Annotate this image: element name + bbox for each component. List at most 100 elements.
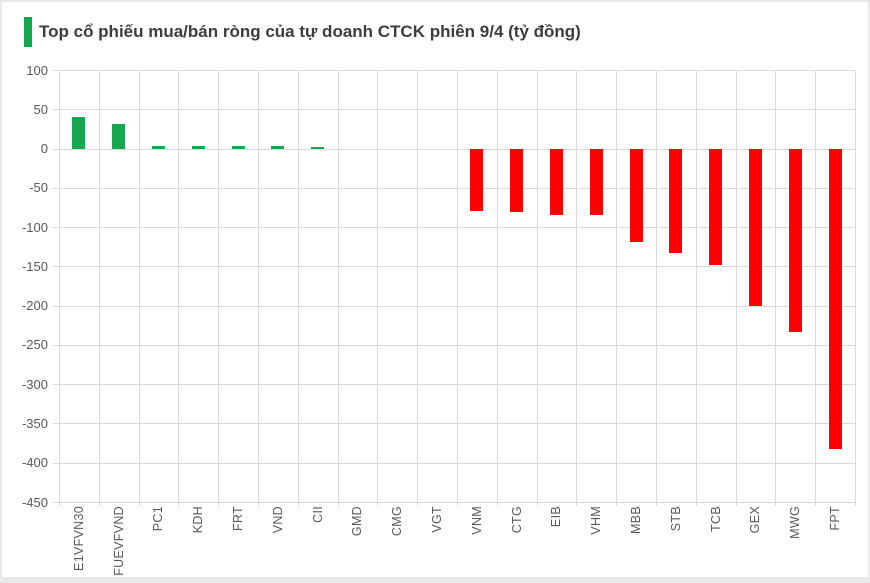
gridline-vertical (138, 70, 140, 502)
x-axis-tick (258, 502, 259, 506)
y-axis-tick-label: 50 (33, 101, 48, 117)
x-axis-category-label: KDH (191, 506, 206, 534)
y-axis-tick (53, 266, 59, 268)
x-axis-category-cell: EIB (537, 506, 577, 576)
x-axis-category-cell: CTG (497, 506, 537, 576)
x-axis-category-cell: FUEVFVND (99, 506, 139, 576)
y-axis-tick-label: -400 (21, 455, 48, 471)
gridline-vertical (855, 70, 856, 502)
gridline-vertical (218, 70, 220, 502)
y-axis-tick-label: 100 (26, 62, 48, 78)
x-axis-category-cell: GEX (736, 506, 776, 576)
x-axis-tick (98, 502, 100, 506)
gridline-vertical (98, 70, 100, 502)
x-axis-category-label: VNM (469, 506, 484, 535)
x-axis-tick (775, 502, 777, 506)
x-axis-category-label: TCB (708, 506, 723, 532)
y-axis-tick (53, 109, 59, 111)
x-axis-category-cell: STB (656, 506, 696, 576)
bar-CII (311, 146, 325, 149)
gridline-vertical (496, 70, 498, 502)
x-axis-category-label: MBB (629, 506, 644, 534)
x-axis-category-label: VHM (589, 506, 604, 535)
bar-E1VFVN30 (72, 117, 86, 149)
bar-MBB (629, 148, 643, 242)
x-axis-category-cell: TCB (696, 506, 736, 576)
bar-VHM (589, 148, 603, 215)
x-axis-tick (377, 502, 379, 506)
y-axis-tick (53, 384, 59, 386)
bar-MWG (788, 148, 802, 332)
x-axis-tick (496, 502, 498, 506)
bar-FRT (231, 146, 245, 149)
x-axis-tick (138, 502, 140, 506)
chart-header: Top cổ phiếu mua/bán ròng của tự doanh C… (24, 17, 581, 47)
x-axis-category-label: CII (310, 506, 325, 523)
x-axis-tick (536, 502, 538, 506)
x-axis-tick (457, 502, 458, 506)
gridline-vertical (178, 70, 180, 502)
gridline-vertical (297, 70, 299, 502)
y-axis-tick-label: -300 (21, 376, 48, 392)
x-axis-category-label: E1VFVN30 (71, 506, 86, 571)
x-axis-tick (695, 502, 697, 506)
x-axis-category-label: VGT (430, 506, 445, 533)
gridline-vertical (258, 70, 259, 502)
bar-KDH (191, 146, 205, 149)
x-axis-category-cell: GMD (338, 506, 378, 576)
x-axis-category-label: CTG (509, 506, 524, 534)
x-axis-tick (735, 502, 737, 506)
gridline-vertical (656, 70, 657, 502)
gridline-vertical (815, 70, 817, 502)
x-axis-category-cell: VHM (576, 506, 616, 576)
y-axis-tick-label: -250 (21, 337, 48, 353)
page-edge-bottom (0, 577, 870, 583)
x-axis-category-label: MWG (788, 506, 803, 539)
x-axis-category-label: FPT (828, 506, 843, 531)
x-axis-category-cell: VNM (457, 506, 497, 576)
bar-STB (669, 148, 683, 253)
x-axis-category-label: FRT (231, 506, 246, 531)
y-axis-tick-label: 0 (40, 141, 48, 157)
gridline-vertical (695, 70, 697, 502)
x-axis-category-cell: CII (298, 506, 338, 576)
x-axis-category-cell: FRT (218, 506, 258, 576)
x-axis-category-cell: KDH (178, 506, 218, 576)
bar-PC1 (152, 146, 165, 149)
gridline-vertical (457, 70, 458, 502)
x-axis-category-cell: MBB (616, 506, 656, 576)
x-axis-tick (656, 502, 657, 506)
gridline-vertical (536, 70, 538, 502)
x-axis-category-cell: FPT (815, 506, 855, 576)
x-axis-tick (297, 502, 299, 506)
bar-VND (271, 146, 285, 149)
y-axis-tick-label: -200 (21, 298, 48, 314)
x-axis-category-label: VND (270, 506, 285, 534)
x-axis: E1VFVN30 FUEVFVND PC1 KDH FRT VND CII GMD CMG VGT… (59, 506, 855, 576)
x-axis-category-cell: CMG (377, 506, 417, 576)
gridline-vertical (59, 70, 60, 502)
page-edge-right (868, 0, 870, 583)
plot-area (59, 70, 856, 503)
x-axis-tick (855, 502, 856, 506)
gridline-vertical (616, 70, 618, 502)
x-axis-tick (337, 502, 339, 506)
bar-VNM (470, 148, 484, 211)
x-axis-tick (576, 502, 578, 506)
page-edge-left (0, 0, 2, 583)
y-axis-tick-label: -50 (29, 180, 48, 196)
y-axis-tick-label: -350 (21, 415, 48, 431)
y-axis-tick (53, 227, 59, 229)
y-axis-tick-label: -150 (21, 258, 48, 274)
x-axis-category-cell: PC1 (139, 506, 179, 576)
x-axis-category-cell: E1VFVN30 (59, 506, 99, 576)
bar-TCB (709, 148, 723, 265)
x-axis-tick (815, 502, 817, 506)
x-axis-tick (178, 502, 180, 506)
x-axis-tick (218, 502, 220, 506)
x-axis-tick (59, 502, 60, 506)
x-axis-category-label: GMD (350, 506, 365, 537)
y-axis-tick (53, 502, 59, 503)
x-axis-category-label: STB (668, 506, 683, 532)
